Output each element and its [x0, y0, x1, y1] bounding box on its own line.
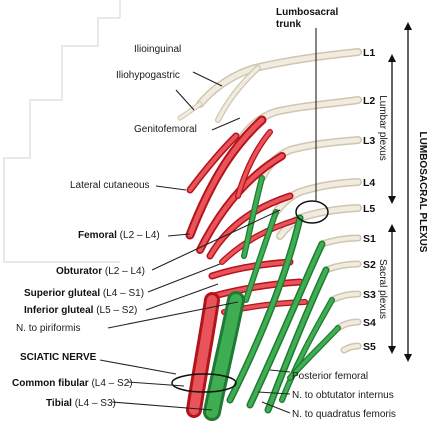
bracket-lines — [388, 22, 412, 362]
common-fibular-label: Common fibular (L4 – S2) — [12, 378, 133, 389]
n-to-piriformis-label: N. to piriformis — [16, 323, 80, 334]
sciatic-sheath-outline — [171, 373, 237, 393]
femoral-label-name: Femoral — [78, 230, 117, 241]
sacral-nerves — [203, 175, 341, 421]
root-label-l1: L1 — [363, 47, 375, 59]
superior-gluteal-label-roots: (L4 – S1) — [100, 288, 144, 299]
femoral-label: Femoral (L2 – L4) — [78, 230, 160, 241]
obturator-label: Obturator (L2 – L4) — [56, 266, 145, 277]
n-to-quadratus-femoris-label: N. to quadratus femoris — [292, 409, 396, 420]
lumbosacral-plexus-label: LUMBOSACRAL PLEXUS — [417, 132, 428, 253]
iliohypogastric-label: Iliohypogastric — [116, 70, 180, 81]
lumbosacral-trunk-outline — [295, 200, 329, 224]
root-label-s3: S3 — [363, 289, 376, 301]
common-fibular-label-name: Common fibular — [12, 378, 89, 389]
ilioinguinal-label: Ilioinguinal — [134, 44, 181, 55]
n-to-obturator-internus-label: N. to obtutator internus — [292, 390, 394, 401]
superior-gluteal-label: Superior gluteal (L4 – S1) — [24, 288, 144, 299]
lumbar-plexus-label: Lumbar plexus — [377, 95, 388, 161]
bracket-labels: Lumbar plexus Sacral plexus LUMBOSACRAL … — [377, 95, 428, 319]
lateral-cutaneous-label: Lateral cutaneous — [70, 180, 150, 191]
tibial-label-name: Tibial — [46, 398, 72, 409]
tibial-label-roots: (L4 – S3) — [72, 398, 116, 409]
root-label-s5: S5 — [363, 341, 376, 353]
inferior-gluteal-label-roots: (L5 – S2) — [93, 305, 137, 316]
obturator-label-roots: (L2 – L4) — [102, 266, 145, 277]
superior-gluteal-label-name: Superior gluteal — [24, 288, 100, 299]
root-labels: L1 L2 L3 L4 L5 S1 S2 S3 S4 S5 — [363, 47, 376, 353]
lumbosacral-trunk-label-line1: Lumbosacral — [276, 7, 338, 18]
nerve-labels: Lumbosacral trunk Ilioinguinal Iliohypog… — [12, 7, 396, 420]
inferior-gluteal-label: Inferior gluteal (L5 – S2) — [24, 305, 137, 316]
sciatic-nerve-label: SCIATIC NERVE — [20, 352, 97, 363]
leader-lines — [99, 28, 317, 414]
vertebral-column-outline — [3, 0, 121, 263]
obturator-label-name: Obturator — [56, 266, 102, 277]
posterior-femoral-label: Posterior femoral — [292, 371, 368, 382]
inferior-gluteal-label-name: Inferior gluteal — [24, 305, 94, 316]
femoral-label-roots: (L2 – L4) — [117, 230, 160, 241]
root-label-l3: L3 — [363, 135, 375, 147]
root-label-s4: S4 — [363, 317, 376, 329]
femoral-obturator-nerves — [185, 115, 308, 418]
root-label-l2: L2 — [363, 95, 375, 107]
root-label-l4: L4 — [363, 177, 375, 189]
root-label-l5: L5 — [363, 203, 375, 215]
root-label-s1: S1 — [363, 233, 376, 245]
genitofemoral-label: Genitofemoral — [134, 124, 197, 135]
tibial-label: Tibial (L4 – S3) — [46, 398, 116, 409]
sacral-roots — [318, 234, 362, 354]
root-label-s2: S2 — [363, 259, 376, 271]
lumbosacral-trunk-label-line2: trunk — [276, 19, 301, 30]
sacral-plexus-label: Sacral plexus — [377, 259, 388, 319]
common-fibular-label-roots: (L4 – S2) — [89, 378, 133, 389]
lumbar-roots — [177, 48, 362, 240]
